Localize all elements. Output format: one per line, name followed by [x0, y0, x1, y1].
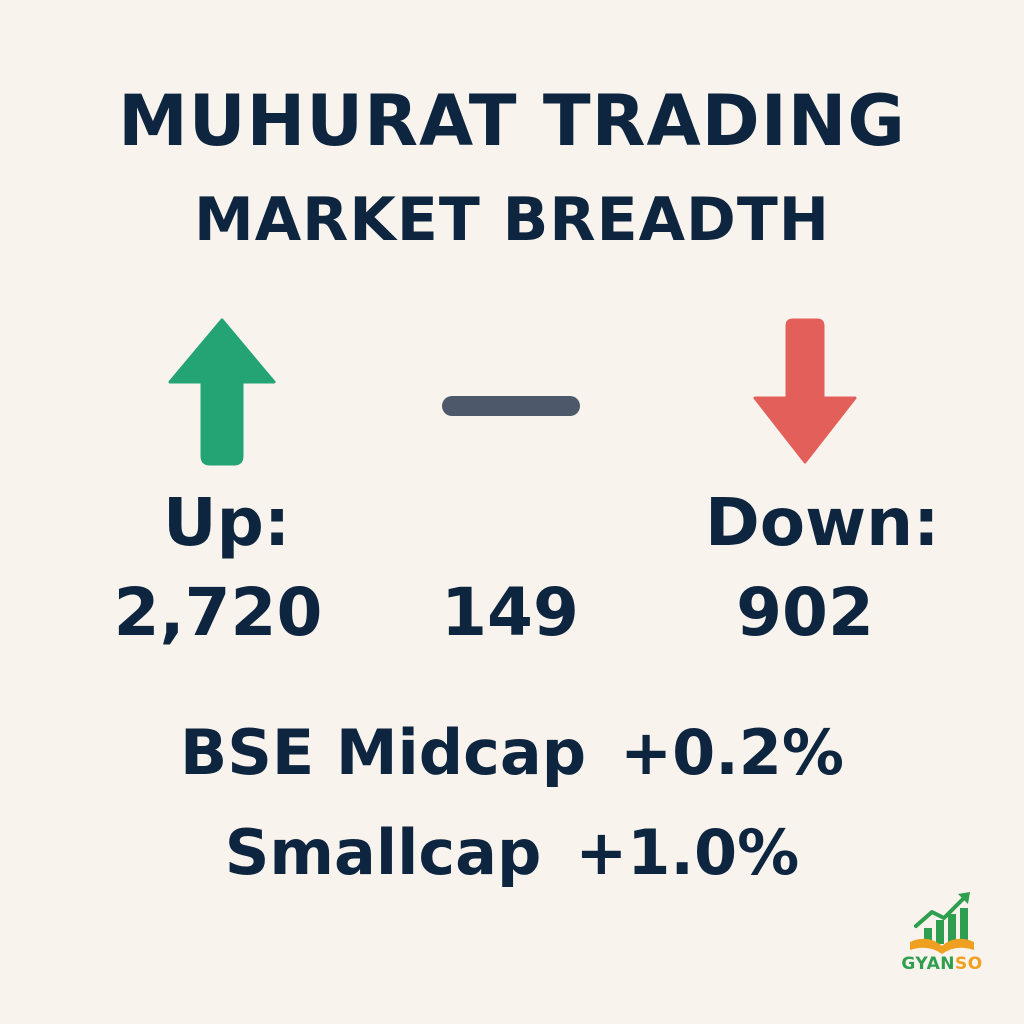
down-label: Down:: [705, 484, 940, 561]
dash-icon: [442, 396, 580, 416]
index-name: Smallcap: [224, 816, 542, 889]
up-arrow-icon: [168, 318, 276, 466]
index-change: +0.2%: [620, 716, 845, 789]
up-label: Up:: [163, 484, 291, 561]
down-count: 902: [736, 574, 874, 651]
title-line-2: MARKET BREADTH: [194, 185, 830, 255]
index-row-smallcap: Smallcap +1.0%: [0, 822, 1024, 884]
logo-text: GYANSO: [901, 954, 983, 974]
unchanged-count: 149: [441, 574, 579, 651]
down-arrow-icon: [753, 318, 857, 464]
gyanso-logo: GYANSO: [892, 888, 992, 988]
index-row-midcap: BSE Midcap +0.2%: [0, 722, 1024, 784]
title-line-1: MUHURAT TRADING: [118, 80, 906, 162]
index-change: +1.0%: [575, 816, 800, 889]
up-count: 2,720: [113, 574, 323, 651]
rising-chart-book-icon: [910, 892, 974, 954]
index-name: BSE Midcap: [179, 716, 587, 789]
